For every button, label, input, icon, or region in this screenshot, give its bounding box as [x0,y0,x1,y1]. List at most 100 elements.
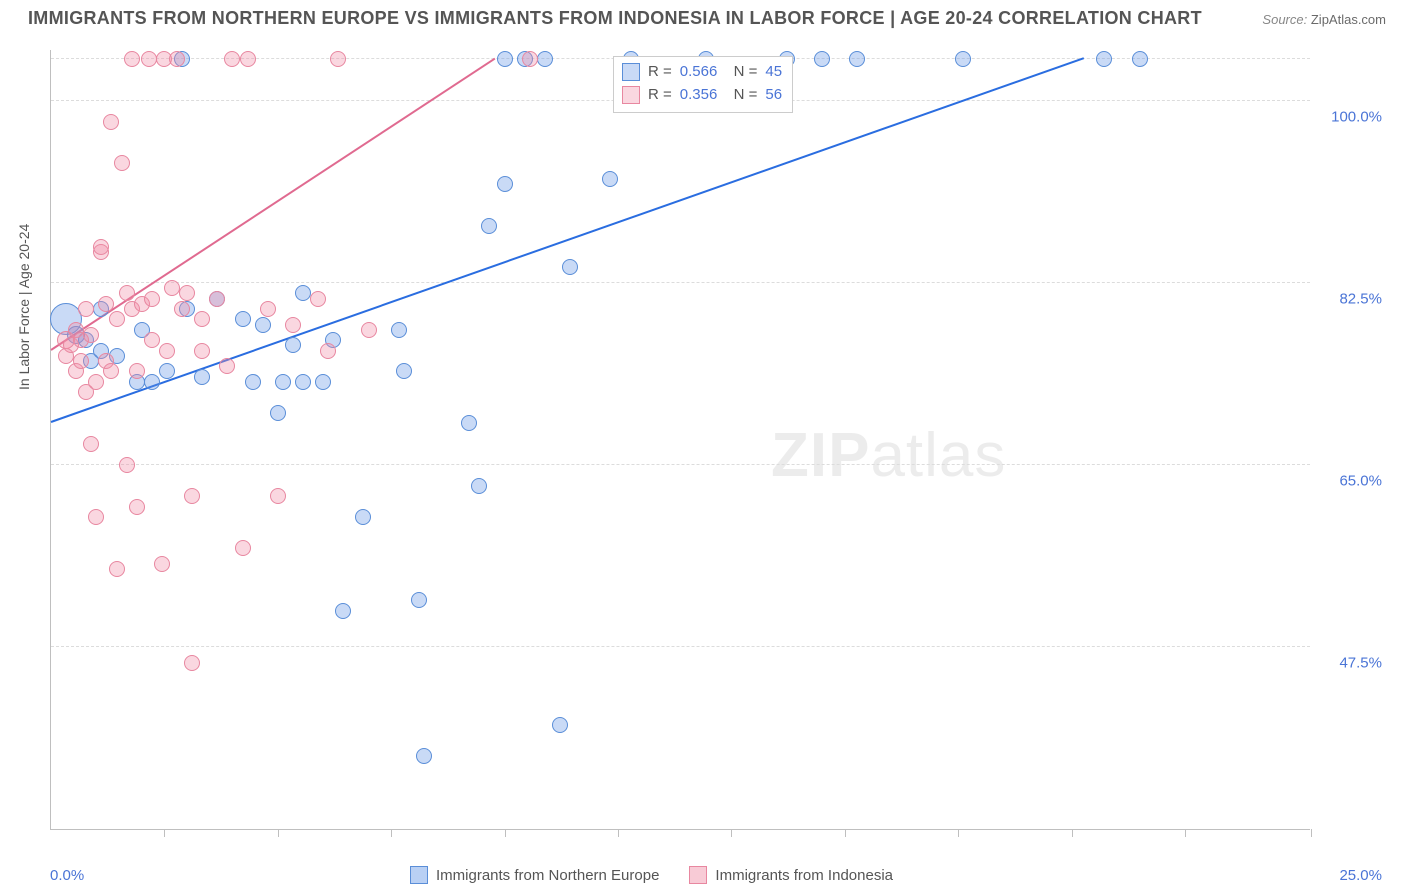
x-tick [845,829,846,837]
data-point-indonesia [285,317,301,333]
data-point-north_europe [537,51,553,67]
data-point-indonesia [310,291,326,307]
data-point-indonesia [219,358,235,374]
x-axis-right-tick: 25.0% [1339,867,1382,884]
gridline [51,646,1310,647]
x-tick [731,829,732,837]
data-point-north_europe [315,374,331,390]
data-point-north_europe [355,509,371,525]
data-point-north_europe [481,218,497,234]
data-point-north_europe [245,374,261,390]
data-point-indonesia [194,343,210,359]
legend-r-value: 0.566 [680,61,718,84]
data-point-indonesia [184,655,200,671]
x-tick [1072,829,1073,837]
legend-n-value: 45 [765,61,782,84]
data-point-indonesia [88,509,104,525]
data-point-north_europe [255,317,271,333]
source-label: Source: [1262,12,1307,27]
data-point-north_europe [1132,51,1148,67]
x-tick [1185,829,1186,837]
data-point-indonesia [144,291,160,307]
data-point-indonesia [235,540,251,556]
data-point-indonesia [83,327,99,343]
x-tick [618,829,619,837]
data-point-north_europe [552,717,568,733]
legend-item-north-europe: Immigrants from Northern Europe [410,866,659,884]
data-point-indonesia [144,332,160,348]
data-point-indonesia [522,51,538,67]
data-point-north_europe [411,592,427,608]
x-tick [1311,829,1312,837]
scatter-plot-area: ZIPatlas R = 0.566 N = 45R = 0.356 N = 5… [50,50,1310,830]
y-axis-label: In Labor Force | Age 20-24 [16,224,32,390]
gridline [51,464,1310,465]
x-tick [958,829,959,837]
data-point-north_europe [335,603,351,619]
data-point-north_europe [270,405,286,421]
data-point-north_europe [235,311,251,327]
legend-label: Immigrants from Indonesia [715,867,893,884]
x-axis-left-tick: 0.0% [50,867,84,884]
data-point-north_europe [159,363,175,379]
y-tick-label: 47.5% [1339,655,1382,672]
data-point-indonesia [164,280,180,296]
x-tick [505,829,506,837]
data-point-indonesia [141,51,157,67]
data-point-north_europe [814,51,830,67]
x-tick [391,829,392,837]
data-point-north_europe [194,369,210,385]
data-point-north_europe [849,51,865,67]
data-point-indonesia [330,51,346,67]
data-point-indonesia [184,488,200,504]
data-point-north_europe [144,374,160,390]
data-point-indonesia [194,311,210,327]
data-point-indonesia [103,114,119,130]
data-point-north_europe [1096,51,1112,67]
data-point-north_europe [275,374,291,390]
source-value: ZipAtlas.com [1311,12,1386,27]
data-point-indonesia [109,311,125,327]
data-point-indonesia [109,561,125,577]
watermark-bold: ZIP [771,421,870,490]
data-point-indonesia [260,301,276,317]
chart-title: IMMIGRANTS FROM NORTHERN EUROPE VS IMMIG… [28,8,1202,29]
data-point-indonesia [169,51,185,67]
legend-label: Immigrants from Northern Europe [436,867,659,884]
data-point-north_europe [295,285,311,301]
data-point-indonesia [119,457,135,473]
data-point-indonesia [154,556,170,572]
data-point-north_europe [602,171,618,187]
legend-row-indonesia: R = 0.356 N = 56 [622,84,782,107]
data-point-indonesia [83,436,99,452]
data-point-indonesia [124,51,140,67]
data-point-north_europe [416,748,432,764]
data-point-indonesia [159,343,175,359]
x-tick [164,829,165,837]
x-tick [278,829,279,837]
y-tick-label: 82.5% [1339,291,1382,308]
data-point-indonesia [320,343,336,359]
data-point-north_europe [562,259,578,275]
legend-r-value: 0.356 [680,84,718,107]
legend-swatch-icon [689,866,707,884]
chart-legend-box: R = 0.566 N = 45R = 0.356 N = 56 [613,56,793,113]
gridline [51,282,1310,283]
data-point-north_europe [285,337,301,353]
data-point-indonesia [98,296,114,312]
legend-item-indonesia: Immigrants from Indonesia [689,866,893,884]
data-point-indonesia [174,301,190,317]
data-point-indonesia [119,285,135,301]
legend-r-label: R = [648,84,672,107]
legend-n-value: 56 [765,84,782,107]
data-point-indonesia [240,51,256,67]
data-point-north_europe [497,176,513,192]
data-point-indonesia [270,488,286,504]
data-point-indonesia [224,51,240,67]
data-point-indonesia [88,374,104,390]
data-point-north_europe [391,322,407,338]
data-point-north_europe [396,363,412,379]
legend-n-label: N = [725,84,757,107]
legend-swatch-icon [622,86,640,104]
data-point-north_europe [461,415,477,431]
